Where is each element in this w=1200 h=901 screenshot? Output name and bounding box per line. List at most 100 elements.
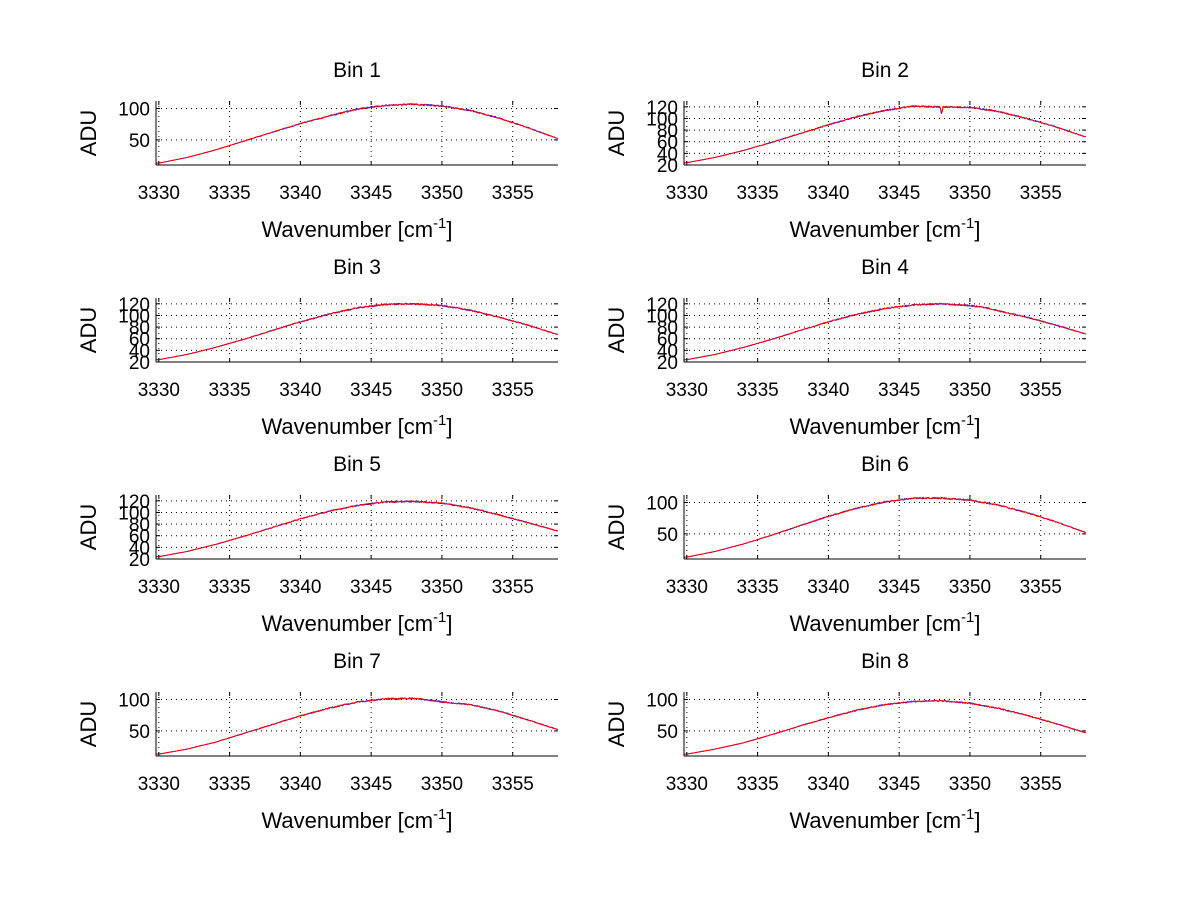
x-tick-label: 3335	[736, 774, 778, 795]
y-tick-label: 120	[646, 98, 678, 119]
y-tick-label: 40	[657, 341, 678, 362]
x-tick-label: 3330	[666, 577, 708, 598]
x-tick-label: 3335	[208, 774, 250, 795]
x-axis-label-end: ]	[974, 808, 980, 833]
y-axis-label: ADU	[76, 110, 101, 156]
series-line-1	[155, 302, 558, 361]
y-tick-label: 20	[657, 156, 678, 177]
subplot-title: Bin 5	[333, 453, 381, 476]
x-tick-label: 3355	[1020, 380, 1062, 401]
x-axis-label-main: Wavenumber [cm	[789, 808, 961, 833]
x-axis-label-superscript: -1	[961, 412, 974, 429]
x-axis-label-main: Wavenumber [cm	[261, 808, 433, 833]
x-axis-label-end: ]	[974, 611, 980, 636]
x-axis-label: Wavenumber [cm-1]	[261, 215, 452, 242]
subplot-title: Bin 6	[861, 453, 909, 476]
y-tick-label: 100	[118, 100, 150, 121]
series-line-2	[683, 302, 1087, 361]
y-axis-label: ADU	[604, 504, 629, 550]
x-tick-label: 3340	[807, 577, 849, 598]
x-tick-label: 3345	[350, 380, 392, 401]
series-line-2	[683, 496, 1087, 558]
x-axis-label-superscript: -1	[961, 806, 974, 823]
x-tick-label: 3335	[208, 380, 250, 401]
subplot-7: 3330 3335 3340 3345 3350 3355 50 100 Bin 7 ADU Wav…	[76, 650, 558, 833]
subplot-title: Bin 7	[333, 650, 381, 673]
x-tick-label: 3350	[949, 183, 991, 204]
y-tick-label: 20	[129, 550, 150, 571]
y-axis-label: ADU	[604, 307, 629, 353]
y-tick-label: 100	[646, 691, 678, 712]
x-tick-label: 3350	[421, 577, 463, 598]
x-axis-label-superscript: -1	[433, 806, 446, 823]
y-tick-label: 40	[657, 144, 678, 165]
x-axis-label: Wavenumber [cm-1]	[789, 609, 980, 636]
y-axis-label: ADU	[76, 504, 101, 550]
series-line-1	[683, 699, 1086, 755]
x-tick-label: 3340	[279, 183, 321, 204]
series-line-1	[683, 496, 1086, 558]
x-axis-label-superscript: -1	[433, 412, 446, 429]
x-tick-label: 3340	[279, 577, 321, 598]
x-axis-label-superscript: -1	[961, 609, 974, 626]
y-axis-label: ADU	[604, 701, 629, 747]
y-tick-label: 60	[129, 330, 150, 351]
x-axis-label-main: Wavenumber [cm	[789, 611, 961, 636]
x-tick-label: 3345	[350, 577, 392, 598]
y-tick-label: 100	[646, 109, 678, 130]
y-tick-label: 60	[129, 527, 150, 548]
x-axis-label-main: Wavenumber [cm	[261, 217, 433, 242]
y-tick-label: 120	[646, 295, 678, 316]
series-line-1	[155, 500, 559, 558]
y-tick-label: 50	[657, 722, 678, 743]
x-tick-label: 3350	[949, 774, 991, 795]
y-axis-label: ADU	[604, 110, 629, 156]
subplot-title: Bin 4	[861, 256, 909, 279]
x-axis-label-end: ]	[446, 217, 452, 242]
x-tick-label: 3340	[807, 183, 849, 204]
series-line-1	[683, 105, 1086, 164]
x-tick-label: 3350	[949, 380, 991, 401]
x-tick-label: 3340	[807, 774, 849, 795]
x-tick-label: 3355	[492, 183, 534, 204]
subplot-title: Bin 1	[333, 59, 381, 82]
x-tick-label: 3345	[350, 774, 392, 795]
y-tick-label: 80	[129, 515, 150, 536]
x-tick-label: 3335	[208, 183, 250, 204]
x-axis-label-main: Wavenumber [cm	[789, 217, 961, 242]
x-tick-label: 3345	[350, 183, 392, 204]
x-axis-label-end: ]	[446, 414, 452, 439]
subplot-title: Bin 2	[861, 59, 909, 82]
x-tick-label: 3330	[138, 774, 180, 795]
x-tick-label: 3355	[1020, 183, 1062, 204]
x-axis-label: Wavenumber [cm-1]	[789, 215, 980, 242]
y-tick-label: 60	[657, 133, 678, 154]
y-tick-label: 80	[129, 318, 150, 339]
y-tick-label: 100	[118, 306, 150, 327]
y-tick-label: 100	[646, 306, 678, 327]
y-tick-label: 100	[118, 691, 150, 712]
x-axis-label: Wavenumber [cm-1]	[261, 806, 452, 833]
x-axis-label-main: Wavenumber [cm	[261, 414, 433, 439]
x-tick-label: 3350	[421, 380, 463, 401]
y-tick-label: 40	[129, 341, 150, 362]
x-axis-label-main: Wavenumber [cm	[789, 414, 961, 439]
x-tick-label: 3355	[1020, 577, 1062, 598]
y-tick-label: 50	[129, 722, 150, 743]
series-line-1	[155, 697, 558, 755]
x-tick-label: 3345	[878, 774, 920, 795]
x-axis-label-end: ]	[446, 611, 452, 636]
subplot-8: 3330 3335 3340 3345 3350 3355 50 100 Bin 8 ADU Wav…	[604, 650, 1086, 833]
y-axis-label: ADU	[76, 307, 101, 353]
x-tick-label: 3340	[807, 380, 849, 401]
subplot-title: Bin 3	[333, 256, 381, 279]
x-tick-label: 3345	[878, 577, 920, 598]
x-tick-label: 3330	[666, 380, 708, 401]
series-line-2	[155, 103, 558, 164]
x-tick-label: 3340	[279, 380, 321, 401]
x-axis-label-superscript: -1	[961, 215, 974, 232]
y-tick-label: 20	[657, 353, 678, 374]
